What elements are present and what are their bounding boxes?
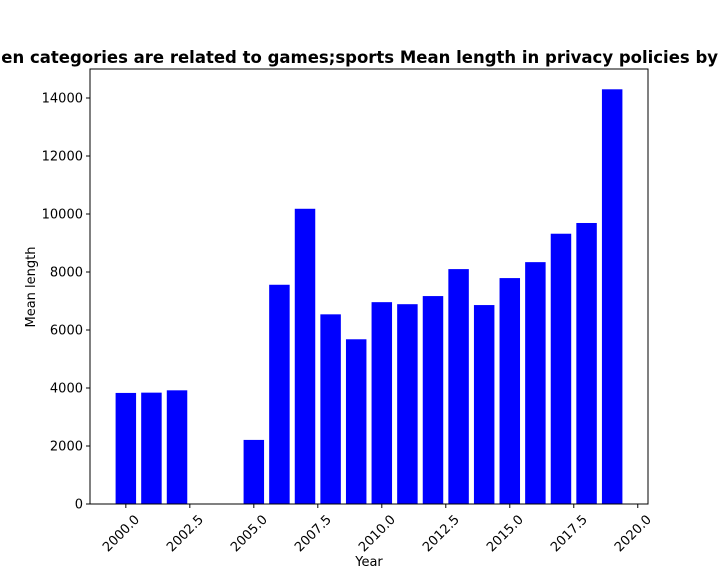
bar-2002 (166, 390, 188, 504)
chart-title: When categories are related to games;spo… (0, 48, 720, 67)
x-tick-label: 2010.0 (356, 512, 399, 555)
x-axis-label: Year (354, 555, 383, 570)
x-tick-label: 2020.0 (612, 512, 655, 555)
bar-2015 (499, 278, 521, 504)
x-tick-label: 2012.5 (420, 512, 463, 555)
plot-frame (89, 68, 649, 505)
bar-2012 (422, 296, 444, 504)
x-tick-label: 2015.0 (484, 512, 527, 555)
x-axis: 2000.0 2002.5 2005.0 2007.5 2010.0 2012.5 2015… (100, 504, 655, 555)
bar-2017 (550, 233, 572, 504)
bar-2016 (525, 262, 546, 504)
y-tick-label: 4000 (50, 382, 83, 397)
bar-2014 (473, 305, 495, 504)
bar-2010 (371, 302, 393, 504)
y-tick-label: 10000 (42, 208, 83, 223)
x-tick-label: 2017.5 (548, 512, 591, 555)
y-axis-label: Mean length (24, 247, 39, 328)
bar-2005 (243, 439, 265, 504)
bar-2006 (269, 284, 290, 504)
x-tick-label: 2007.5 (292, 512, 335, 555)
x-tick-label: 2002.5 (164, 512, 207, 555)
bar-2018 (576, 222, 597, 505)
bar-2007 (294, 208, 316, 504)
y-tick-label: 2000 (50, 440, 83, 455)
bar-2008 (320, 314, 341, 504)
bar-2019 (601, 89, 623, 505)
y-tick-label: 8000 (50, 266, 83, 281)
x-tick-label: 2000.0 (100, 512, 143, 555)
bar-2000 (115, 392, 137, 504)
y-tick-label: 6000 (50, 324, 83, 339)
bars-group (115, 89, 623, 505)
bar-2011 (397, 304, 418, 504)
y-tick-label: 12000 (42, 150, 83, 165)
bar-2001 (141, 392, 162, 504)
y-axis: 0 2000 4000 6000 8000 10000 12000 14000 (42, 92, 90, 513)
bar-2009 (345, 339, 367, 504)
x-tick-label: 2005.0 (228, 512, 271, 555)
y-tick-label: 0 (75, 498, 83, 513)
bar-2013 (448, 269, 469, 504)
y-tick-label: 14000 (42, 92, 83, 107)
